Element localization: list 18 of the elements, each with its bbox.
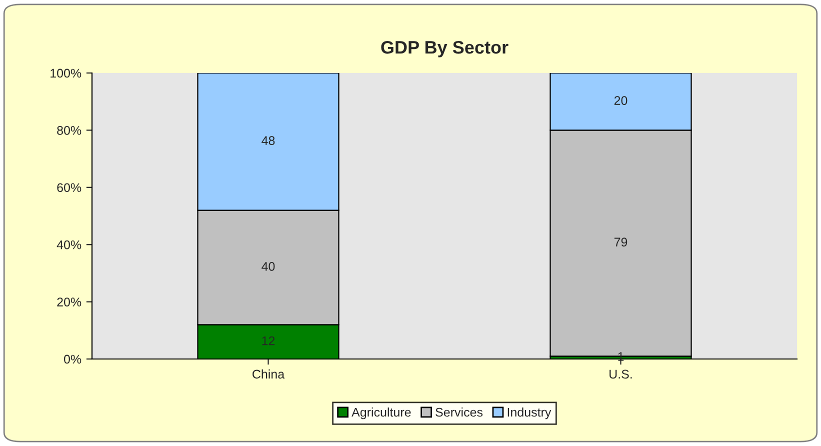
- x-tick-label: U.S.: [610, 370, 632, 379]
- y-tick-label: 20%: [57, 298, 82, 306]
- y-tick-label: 60%: [57, 183, 82, 192]
- legend-label: Services: [436, 407, 483, 417]
- chart-title: GDP By Sector: [381, 40, 508, 58]
- data-label: 40: [262, 262, 275, 271]
- data-label: 79: [614, 238, 628, 247]
- legend-label: Industry: [508, 407, 552, 420]
- data-label: 20: [614, 96, 628, 105]
- y-tick-label: 100%: [50, 68, 82, 78]
- y-tick-label: 40%: [56, 240, 82, 250]
- y-tick-label: 80%: [57, 126, 82, 135]
- data-label: 48: [262, 136, 275, 145]
- data-label: 12: [262, 336, 275, 346]
- y-tick-label: 0%: [64, 354, 82, 364]
- x-tick-label: China: [252, 369, 285, 379]
- legend-label: Agriculture: [352, 407, 411, 420]
- data-label: 1: [618, 352, 624, 361]
